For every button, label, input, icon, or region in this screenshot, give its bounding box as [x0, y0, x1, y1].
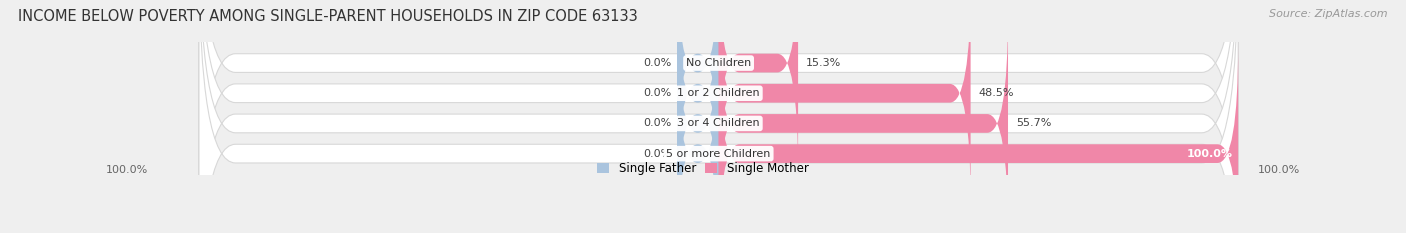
- Text: 0.0%: 0.0%: [644, 58, 672, 68]
- FancyBboxPatch shape: [678, 12, 718, 233]
- Text: 0.0%: 0.0%: [644, 149, 672, 159]
- FancyBboxPatch shape: [200, 0, 1239, 233]
- FancyBboxPatch shape: [718, 0, 970, 205]
- Text: Source: ZipAtlas.com: Source: ZipAtlas.com: [1270, 9, 1388, 19]
- Text: 3 or 4 Children: 3 or 4 Children: [678, 118, 759, 128]
- Text: 0.0%: 0.0%: [644, 88, 672, 98]
- FancyBboxPatch shape: [718, 42, 1239, 233]
- Text: 15.3%: 15.3%: [806, 58, 841, 68]
- Text: INCOME BELOW POVERTY AMONG SINGLE-PARENT HOUSEHOLDS IN ZIP CODE 63133: INCOME BELOW POVERTY AMONG SINGLE-PARENT…: [18, 9, 638, 24]
- Text: 5 or more Children: 5 or more Children: [666, 149, 770, 159]
- Text: 55.7%: 55.7%: [1015, 118, 1052, 128]
- FancyBboxPatch shape: [678, 0, 718, 175]
- FancyBboxPatch shape: [200, 0, 1239, 233]
- Text: 48.5%: 48.5%: [979, 88, 1014, 98]
- Legend: Single Father, Single Mother: Single Father, Single Mother: [593, 157, 813, 179]
- FancyBboxPatch shape: [718, 0, 799, 175]
- FancyBboxPatch shape: [200, 0, 1239, 233]
- FancyBboxPatch shape: [718, 12, 1008, 233]
- Text: 0.0%: 0.0%: [644, 118, 672, 128]
- Text: No Children: No Children: [686, 58, 751, 68]
- FancyBboxPatch shape: [678, 0, 718, 205]
- Text: 100.0%: 100.0%: [1258, 165, 1301, 175]
- FancyBboxPatch shape: [678, 42, 718, 233]
- Text: 100.0%: 100.0%: [1187, 149, 1233, 159]
- Text: 100.0%: 100.0%: [105, 165, 148, 175]
- Text: 1 or 2 Children: 1 or 2 Children: [678, 88, 759, 98]
- FancyBboxPatch shape: [200, 0, 1239, 233]
